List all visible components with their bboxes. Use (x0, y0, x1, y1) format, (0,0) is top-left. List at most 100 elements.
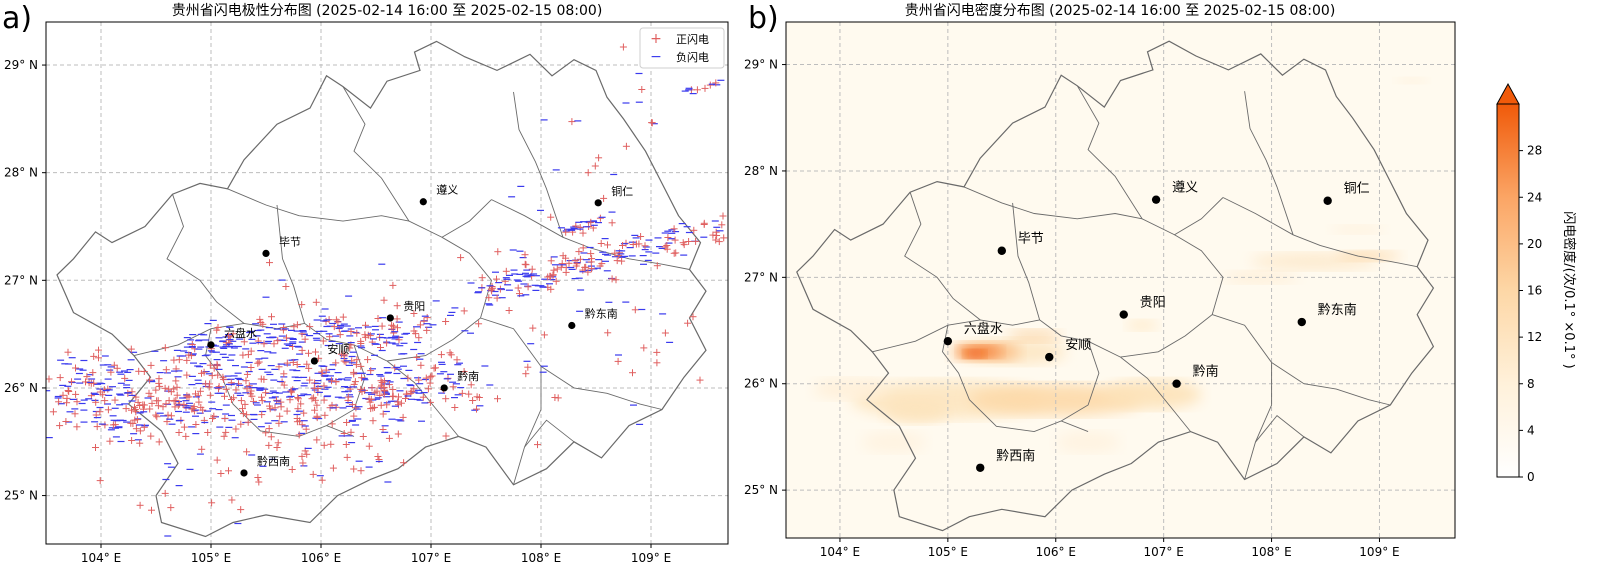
positive-strike (573, 260, 581, 268)
positive-strike (267, 433, 275, 441)
positive-strike (127, 345, 135, 353)
positive-strike (228, 396, 235, 403)
prefecture-boundary (386, 360, 459, 437)
positive-strike (415, 334, 423, 342)
positive-strike (327, 440, 335, 448)
positive-strike (619, 242, 626, 249)
positive-strike (180, 401, 188, 409)
positive-strike (239, 410, 247, 418)
city-marker (568, 321, 576, 330)
positive-strike (575, 248, 583, 256)
positive-strike (162, 400, 170, 408)
lon-tick-label: 107° E (411, 551, 451, 565)
positive-strike (146, 405, 154, 413)
positive-strike (600, 194, 608, 202)
positive-strike (192, 421, 200, 428)
density-cell (883, 397, 948, 424)
positive-strike (225, 467, 232, 475)
positive-strike (185, 351, 193, 359)
panel-a-label: a) (2, 1, 32, 36)
city-label: 黔东南 (585, 307, 618, 321)
positive-strike (132, 408, 140, 416)
city-marker (386, 314, 394, 322)
positive-strike (140, 401, 148, 409)
positive-strike (101, 421, 109, 429)
positive-strike (365, 442, 373, 450)
positive-strike (200, 368, 208, 376)
positive-strike (524, 283, 532, 291)
positive-strike (449, 383, 457, 391)
positive-strike (352, 404, 360, 412)
lat-tick-label: 29° N (744, 58, 778, 72)
positive-strike (351, 378, 359, 386)
prefecture-boundary (1076, 85, 1143, 220)
positive-strike (283, 407, 291, 415)
panel-a-frame (45, 21, 729, 545)
positive-strike (478, 274, 486, 282)
positive-strike (256, 315, 264, 323)
panel-b-title: 贵州省闪电密度分布图 (2025-02-14 16:00 至 2025-02-1… (905, 2, 1336, 19)
positive-strike (277, 403, 285, 411)
positive-strike (297, 400, 305, 408)
positive-strike (362, 321, 369, 329)
positive-strike (369, 417, 377, 425)
positive-strike (371, 403, 378, 411)
positive-strike (239, 351, 247, 359)
positive-strike (232, 386, 240, 394)
positive-strike (270, 340, 278, 348)
positive-strike (394, 398, 402, 406)
positive-strike (549, 271, 557, 279)
prefecture-boundary (904, 192, 981, 321)
city-label: 黔西南 (257, 454, 290, 468)
city-marker (1151, 195, 1161, 204)
positive-strike (104, 406, 112, 414)
positive-strike (595, 154, 603, 162)
positive-strike (283, 359, 291, 367)
positive-strike (239, 405, 246, 413)
legend-positive-symbol: + (650, 31, 662, 47)
positive-strike (104, 385, 112, 393)
positive-strike (89, 369, 97, 377)
positive-strike (147, 432, 155, 440)
positive-strike (342, 441, 350, 448)
positive-strike (155, 438, 163, 446)
positive-strike (122, 405, 130, 413)
positive-strike (208, 372, 216, 380)
colorbar-tick-label: 28 (1527, 144, 1542, 158)
positive-strike (273, 444, 281, 451)
positive-strike (229, 330, 237, 338)
positive-strike (430, 364, 438, 372)
positive-strike (343, 453, 351, 461)
panel-a-lightning-strikes (46, 43, 728, 537)
positive-strike (161, 489, 169, 497)
positive-strike (357, 340, 365, 347)
density-cell (1125, 319, 1159, 331)
positive-strike (720, 234, 728, 242)
positive-strike (300, 409, 308, 417)
positive-strike (113, 364, 121, 372)
positive-strike (330, 323, 338, 331)
positive-strike (221, 415, 229, 422)
positive-strike (350, 412, 358, 420)
positive-strike (110, 361, 118, 369)
positive-strike (663, 242, 671, 249)
positive-strike (92, 444, 99, 451)
positive-strike (213, 456, 221, 464)
positive-strike (308, 395, 316, 403)
positive-strike (322, 366, 330, 374)
positive-strike (246, 390, 254, 398)
positive-strike (321, 411, 329, 419)
positive-strike (587, 258, 595, 266)
positive-strike (417, 361, 425, 369)
positive-strike (152, 411, 160, 419)
positive-strike (293, 361, 301, 368)
positive-strike (271, 404, 279, 412)
positive-strike (451, 404, 459, 411)
positive-strike (467, 381, 475, 389)
positive-strike (389, 392, 397, 400)
positive-strike (225, 332, 233, 340)
positive-strike (579, 229, 587, 237)
positive-strike (167, 504, 175, 512)
lat-tick-label: 27° N (744, 270, 778, 284)
